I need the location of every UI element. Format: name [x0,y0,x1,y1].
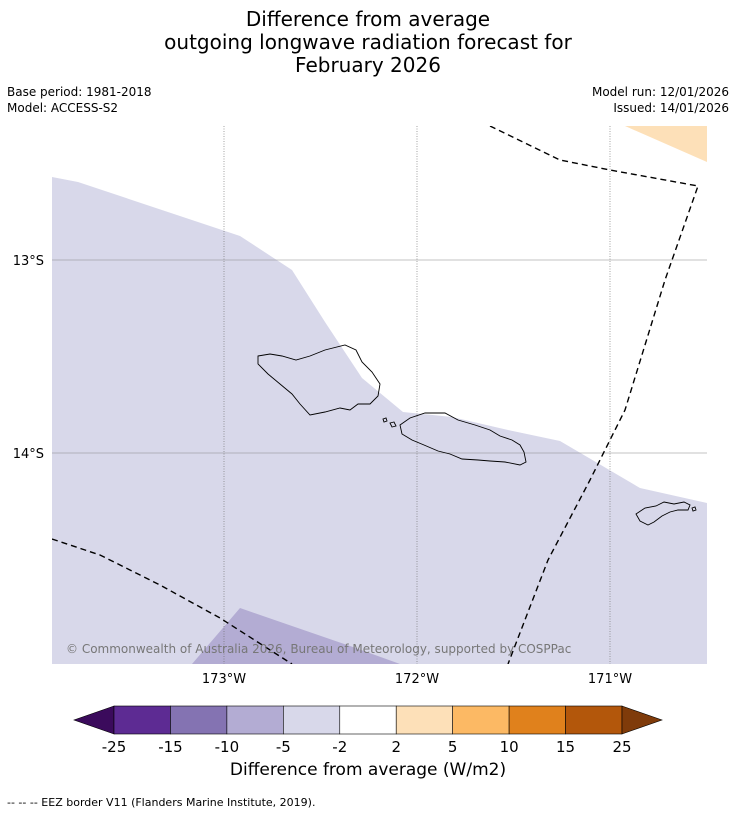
colorbar-bin [226,705,284,735]
colorbar-tick-label: -25 [102,738,127,756]
copyright-notice: © Commonwealth of Australia 2026, Bureau… [66,642,571,656]
colorbar-bin [395,705,453,735]
colorbar-tick-label: -2 [332,738,347,756]
colorbar-extend-low [73,705,115,735]
lon-label-173w: 173°W [202,672,246,687]
title-line-1: Difference from average [245,7,491,31]
colorbar-title: Difference from average (W/m2) [229,760,507,780]
colorbar: -25 -15 -10 -5 -2 2 5 10 15 25 [73,705,663,756]
colorbar-tick-label: 15 [556,738,575,756]
map-title: Difference from average outgoing longwav… [0,8,736,77]
colorbar-tick-label: 2 [391,738,401,756]
colorbar-bin [565,705,623,735]
colorbar-bin [170,705,228,735]
colorbar-bin [283,705,341,735]
lon-label-171w: 171°W [588,672,632,687]
colorbar-tick-label: -15 [158,738,183,756]
eez-border-north [489,126,699,664]
title-line-3: February 2026 [295,53,441,77]
colorbar-bin [452,705,510,735]
model-name: Model: ACCESS-S2 [7,101,119,115]
anomaly-region-minus5-minus10 [192,608,400,664]
colorbar-tick-label: 5 [448,738,458,756]
base-period: Base period: 1981-2018 [7,85,152,99]
upolu-island [399,412,527,466]
colorbar-bin [508,705,566,735]
manono-islet [389,421,397,428]
map-plot-area: © Commonwealth of Australia 2026, Bureau… [52,126,707,664]
apolima-islet [382,417,388,423]
colorbar-tick-label: -5 [276,738,291,756]
anomaly-region-minus2-minus5 [52,177,707,664]
colorbar-bin [339,705,397,735]
forecast-map: © Commonwealth of Australia 2026, Bureau… [13,126,707,756]
issued-date: Issued: 14/01/2026 [613,101,729,115]
lon-label-172w: 172°W [395,672,439,687]
colorbar-extend-high [621,705,663,735]
colorbar-tick-label: 10 [500,738,519,756]
colorbar-bin [113,705,171,735]
tutuila-island [635,501,691,526]
aunuu-islet [691,506,697,512]
model-run: Model run: 12/01/2026 [591,85,729,99]
lat-label-14s: 14°S [13,447,44,462]
anomaly-region-2-5 [625,126,707,162]
meta-right: Model run: 12/01/2026 Issued: 14/01/2026 [592,84,729,116]
colorbar-tick-label: -10 [215,738,240,756]
title-line-2: outgoing longwave radiation forecast for [164,30,572,54]
eez-footnote: -- -- -- EEZ border V11 (Flanders Marine… [7,796,316,809]
lat-label-13s: 13°S [13,254,44,269]
meta-left: Base period: 1981-2018 Model: ACCESS-S2 [7,84,152,116]
eez-border-southwest [52,538,293,664]
savaii-island [257,344,381,416]
colorbar-tick-label: 25 [612,738,631,756]
